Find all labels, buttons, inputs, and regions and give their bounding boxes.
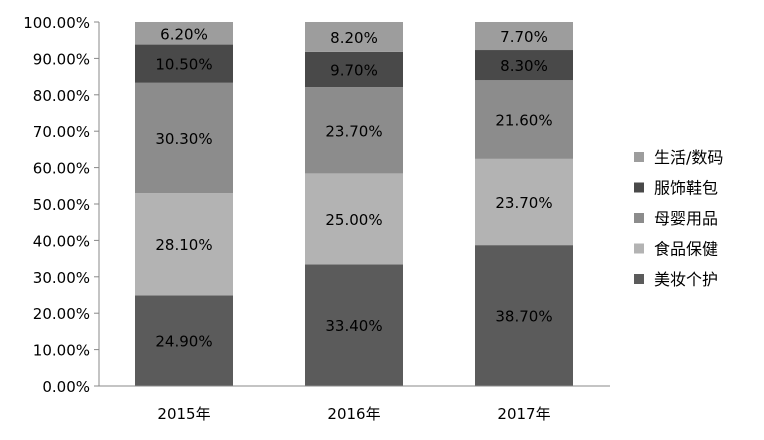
bar-segment (135, 82, 233, 194)
bar-segment (305, 51, 403, 88)
legend-label: 食品保健 (654, 240, 718, 259)
data-label: 8.20% (330, 29, 378, 47)
data-label: 30.30% (155, 130, 212, 148)
data-label: 10.50% (155, 56, 212, 74)
x-axis: 2015年 2016年 2017年 (99, 385, 610, 423)
legend-swatch (634, 274, 644, 284)
data-label: 7.70% (500, 28, 548, 46)
y-tick-label: 80.00% (33, 87, 90, 105)
bar-segment (135, 22, 233, 45)
y-tick-label: 0.00% (42, 378, 90, 396)
y-tick-label: 50.00% (33, 196, 90, 214)
y-tick-label: 100.00% (23, 14, 90, 32)
bar-segment (305, 173, 403, 265)
data-label: 21.60% (495, 112, 552, 130)
data-label: 24.90% (155, 333, 212, 351)
y-tick-label: 20.00% (33, 305, 90, 323)
legend-swatch (634, 182, 644, 193)
data-label: 23.70% (325, 122, 382, 140)
data-label: 9.70% (330, 62, 378, 80)
data-label: 8.30% (500, 57, 548, 75)
bar-segment (475, 80, 573, 159)
bar-segment (305, 87, 403, 174)
y-tick-label: 10.00% (33, 342, 90, 360)
bars: 24.90% 28.10% 30.30% 10.50% 6.20% 33.40% 25.00… (135, 22, 573, 386)
data-label: 25.00% (325, 211, 382, 229)
bar-segment (135, 193, 233, 296)
bar-segment (305, 264, 403, 386)
bar-segment (475, 245, 573, 386)
legend-swatch (634, 213, 644, 223)
bar-segment (135, 44, 233, 83)
data-label: 38.70% (495, 308, 552, 326)
y-tick-label: 90.00% (33, 50, 90, 68)
y-tick-label: 40.00% (33, 232, 90, 250)
bar-segment (475, 50, 573, 81)
legend-label: 服饰鞋包 (654, 179, 718, 198)
x-tick-label: 2015年 (157, 405, 210, 423)
y-tick-label: 30.00% (33, 269, 90, 287)
bar-segment (475, 158, 573, 246)
bar-segment (135, 295, 233, 386)
legend-label: 生活/数码 (654, 148, 723, 167)
legend-label: 美妆个护 (654, 270, 718, 289)
legend-swatch (634, 152, 644, 162)
data-label: 33.40% (325, 317, 382, 335)
y-axis: 0.00% 10.00% 20.00% 30.00% 40.00% 50.00% 60.00… (23, 14, 100, 396)
x-tick-label: 2017年 (497, 405, 550, 423)
data-label: 23.70% (495, 194, 552, 212)
y-tick-label: 60.00% (33, 160, 90, 178)
bar-segment (305, 22, 403, 52)
legend-swatch (634, 243, 644, 254)
x-tick-label: 2016年 (327, 405, 380, 423)
bar-segment (475, 22, 573, 51)
data-label: 6.20% (160, 25, 208, 43)
y-tick-label: 70.00% (33, 123, 90, 141)
data-label: 28.10% (155, 236, 212, 254)
legend-label: 母婴用品 (654, 209, 718, 228)
